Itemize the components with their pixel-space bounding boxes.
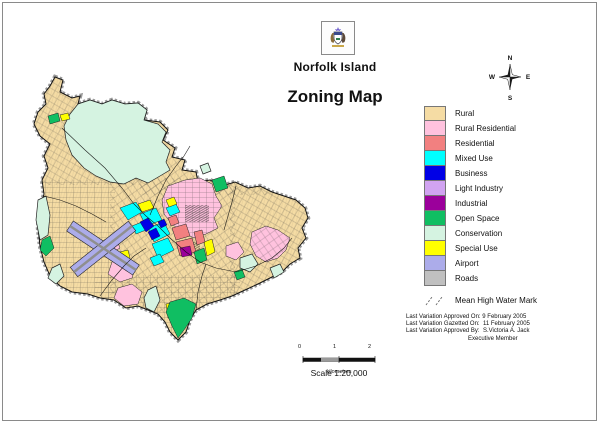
variation-notes: Last Variation Approved On: 9 February 2… [406, 314, 576, 343]
legend: Rural Rural Residential Residential Mixe… [424, 106, 537, 307]
legend-item-business: Business [424, 166, 537, 181]
legend-item-industrial: Industrial [424, 196, 537, 211]
scalebar: 0 1 2 kilometres [294, 344, 384, 375]
legend-swatch-light-industry [424, 181, 446, 196]
approver-title: Executive Member [468, 335, 518, 342]
legend-swatch-open-space [424, 211, 446, 226]
airport-zone [66, 220, 140, 278]
legend-swatch-rural [424, 106, 446, 121]
legend-item-mixed-use: Mixed Use [424, 151, 537, 166]
legend-swatch-industrial [424, 196, 446, 211]
legend-swatch-residential [424, 136, 446, 151]
legend-swatch-conservation [424, 226, 446, 241]
conservation-zones [35, 99, 285, 313]
compass-star-icon [498, 63, 522, 91]
roads-lines [43, 127, 293, 311]
coat-of-arms-box [321, 21, 355, 55]
legend-swatch-airport [424, 256, 446, 271]
legend-item-conservation: Conservation [424, 226, 537, 241]
compass-star-east-label: E [526, 74, 531, 81]
page-title: Norfolk Island [293, 60, 377, 74]
compass-south-label: S [508, 95, 513, 102]
coat-of-arms-icon [330, 27, 346, 47]
legend-swatch-roads [424, 271, 446, 286]
legend-swatch-rural-residential [424, 121, 446, 136]
legend-item-residential: Residential [424, 136, 537, 151]
compass-west-label: W [489, 74, 496, 81]
scalebar-unit: kilometres [326, 369, 352, 375]
scalebar-graphic [302, 356, 376, 363]
legend-swatch-business [424, 166, 446, 181]
variation-gazetted-on: Last Variation Gazetted On: 11 February … [406, 321, 530, 328]
dashed-line-icon [425, 296, 443, 305]
scale-ratio-text: Scale 1:20,000 [310, 368, 368, 378]
legend-item-mean-high-water-mark: Mean High Water Mark [424, 293, 537, 307]
runway-strips [69, 224, 137, 273]
legend-item-airport: Airport [424, 256, 537, 271]
scalebar-tick-labels: 0 1 2 [298, 344, 372, 350]
legend-item-light-industry: Light Industry [424, 181, 537, 196]
legend-swatch-mixed-use [424, 151, 446, 166]
variation-approved-on: Last Variation Approved On: 9 February 2… [406, 314, 527, 320]
compass-rose: N S W E [489, 55, 531, 102]
compass-north-label: N [508, 55, 513, 62]
legend-item-open-space: Open Space [424, 211, 537, 226]
legend-item-special-use: Special Use [424, 241, 537, 256]
business-zones [139, 217, 168, 241]
legend-swatch-special-use [424, 241, 446, 256]
legend-item-roads: Roads [424, 271, 537, 286]
open-space-zones [39, 112, 246, 339]
page-subtitle: Zoning Map [287, 87, 383, 106]
variation-approved-by: Last Variation Approved By: S.Victoria A… [406, 328, 530, 335]
legend-item-rural-residential: Rural Residential [424, 121, 537, 136]
legend-item-rural: Rural [424, 106, 537, 121]
